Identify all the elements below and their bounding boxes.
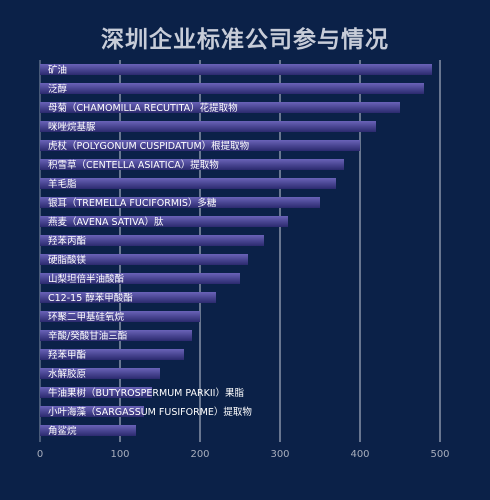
bar-label: 积雪草（CENTELLA ASIATICA）提取物 xyxy=(48,159,219,171)
bar-label: 羟苯丙酯 xyxy=(48,235,87,247)
bar-label: 银耳（TREMELLA FUCIFORMIS）多糖 xyxy=(48,197,217,209)
bar-label: 咪唑烷基脲 xyxy=(48,121,96,133)
bar-label: 羊毛脂 xyxy=(48,178,77,190)
bar-label: C12-15 醇苯甲酸酯 xyxy=(48,292,133,304)
bar xyxy=(40,140,360,151)
bar xyxy=(40,216,288,227)
x-tick-label: 100 xyxy=(110,449,129,460)
bar xyxy=(40,254,248,265)
x-tick-label: 300 xyxy=(270,449,289,460)
grid-lines xyxy=(39,60,441,442)
bar xyxy=(40,83,424,94)
bar xyxy=(40,311,200,322)
bar-label: 矿油 xyxy=(48,64,67,76)
bar xyxy=(40,273,240,284)
bar xyxy=(40,64,432,75)
bar xyxy=(40,406,144,417)
bar-label: 环聚二甲基硅氧烷 xyxy=(48,311,125,323)
bar-label: 辛酸/癸酸甘油三酯 xyxy=(48,330,128,342)
bar xyxy=(40,330,192,341)
bar xyxy=(40,197,320,208)
bar xyxy=(40,387,152,398)
x-tick-label: 200 xyxy=(190,449,209,460)
bar-label: 山梨坦倍半油酸酯 xyxy=(48,273,125,285)
bar xyxy=(40,102,400,113)
bar xyxy=(40,292,216,303)
x-tick-label: 0 xyxy=(37,449,43,460)
bar-label: 虎杖（POLYGONUM CUSPIDATUM）根提取物 xyxy=(48,140,250,152)
chart-title: 深圳企业标准公司参与情况 xyxy=(101,27,389,53)
bar xyxy=(40,159,344,170)
x-tick-label: 500 xyxy=(430,449,449,460)
bar-label: 小叶海藻（SARGASSUM FUSIFORME）提取物 xyxy=(48,406,252,418)
bar-label: 角鲨烷 xyxy=(48,425,77,437)
bar-label: 燕麦（AVENA SATIVA）肽 xyxy=(48,216,164,228)
bars xyxy=(40,64,432,436)
bar xyxy=(40,235,264,246)
bar xyxy=(40,425,136,436)
x-axis-ticks: 0 100 200 300 400 500 xyxy=(37,449,450,460)
bar-label: 水解胶原 xyxy=(48,368,86,380)
bar-label: 泛醇 xyxy=(48,83,68,95)
bar xyxy=(40,121,376,132)
bar-label: 母菊（CHAMOMILLA RECUTITA）花提取物 xyxy=(48,102,238,114)
bar xyxy=(40,368,160,379)
bar-label: 牛油果树（BUTYROSPERMUM PARKII）果脂 xyxy=(48,387,244,399)
bar-label: 羟苯甲酯 xyxy=(48,349,87,361)
bar xyxy=(40,349,184,360)
bar-label: 硬脂酸镁 xyxy=(48,254,87,266)
bar xyxy=(40,178,336,189)
x-tick-label: 400 xyxy=(350,449,369,460)
